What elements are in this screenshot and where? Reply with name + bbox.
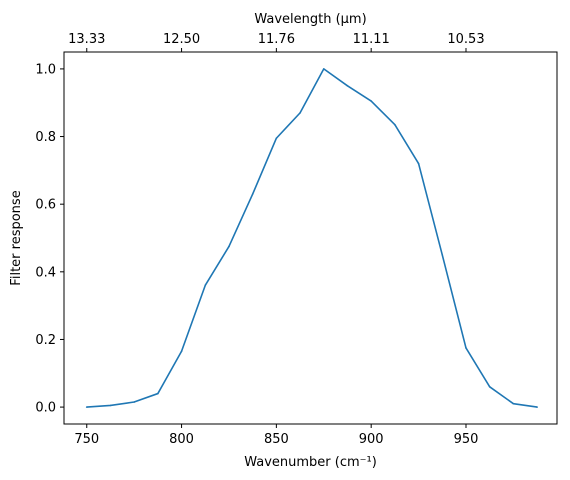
data-point: [109, 404, 112, 407]
data-point: [488, 386, 491, 388]
x-tick-label: 750: [74, 432, 99, 447]
top-x-tick-label: 11.11: [353, 32, 390, 47]
y-axis-label: Filter response: [9, 190, 24, 285]
data-point: [228, 245, 230, 248]
series-line-0: [86, 68, 538, 408]
plot-area-frame: [63, 51, 558, 425]
data-point: [157, 392, 159, 395]
data-point: [204, 284, 207, 287]
x-tick-label: 850: [264, 432, 289, 447]
x-tick-label: 950: [454, 432, 479, 447]
data-point: [133, 401, 135, 403]
y-tick-label: 1.0: [35, 62, 56, 77]
data-point: [275, 137, 278, 140]
y-tick-label: 0.4: [35, 265, 56, 280]
data-point: [346, 85, 349, 87]
plot-layer: [85, 68, 538, 408]
x-tick-label: 900: [359, 432, 384, 447]
top-x-tick-label: 10.53: [447, 32, 484, 47]
top-x-tick-label: 12.50: [163, 32, 200, 47]
data-point: [251, 193, 254, 195]
data-point: [322, 68, 325, 70]
x-axis-label: Wavenumber (cm⁻¹): [244, 455, 377, 470]
top-x-axis-label: Wavelength (μm): [254, 12, 366, 27]
data-point: [465, 347, 467, 349]
data-point: [536, 406, 538, 408]
data-point: [85, 406, 88, 408]
top-x-tick-label: 13.33: [68, 32, 105, 47]
y-tick-label: 0.6: [35, 198, 56, 213]
data-point: [512, 402, 515, 405]
y-tick-label: 0.2: [35, 333, 56, 348]
ticks-layer: 750 800 850 900 950 13.33 12.50 11.76 11.11 10.53…: [35, 32, 484, 447]
x-tick-label: 800: [169, 432, 194, 447]
data-point: [299, 112, 301, 114]
data-point: [180, 350, 183, 353]
data-point: [441, 254, 444, 256]
data-point: [370, 100, 372, 102]
top-x-tick-label: 11.76: [258, 32, 295, 47]
y-tick-label: 0.0: [35, 401, 56, 416]
data-point: [394, 123, 396, 126]
data-point: [417, 162, 420, 165]
y-tick-label: 0.8: [35, 130, 56, 145]
